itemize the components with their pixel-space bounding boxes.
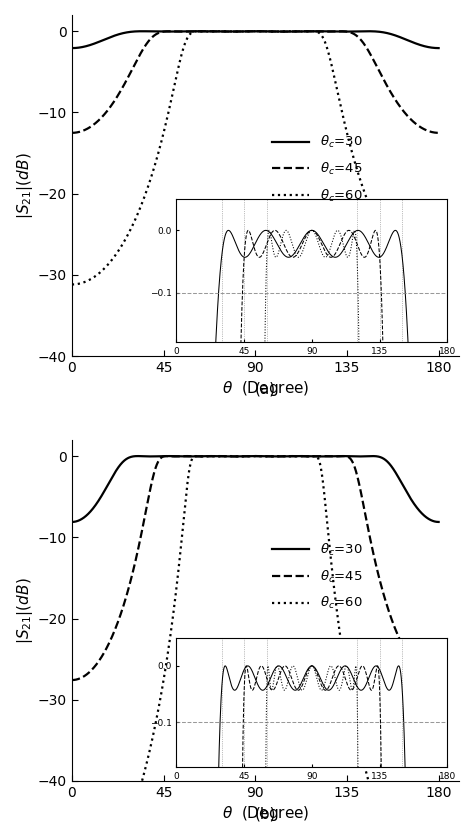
Y-axis label: $|S_{21}|(dB)$: $|S_{21}|(dB)$ [15,153,35,219]
Text: (b): (b) [255,806,276,821]
Legend: $\theta_c$=30, $\theta_c$=45, $\theta_c$=60: $\theta_c$=30, $\theta_c$=45, $\theta_c$… [272,134,362,204]
Text: (a): (a) [255,381,276,396]
X-axis label: $\theta$  (Degree): $\theta$ (Degree) [222,379,309,398]
X-axis label: $\theta$  (Degree): $\theta$ (Degree) [222,804,309,823]
Y-axis label: $|S_{21}|(dB)$: $|S_{21}|(dB)$ [15,577,35,644]
Legend: $\theta_c$=30, $\theta_c$=45, $\theta_c$=60: $\theta_c$=30, $\theta_c$=45, $\theta_c$… [272,542,362,612]
